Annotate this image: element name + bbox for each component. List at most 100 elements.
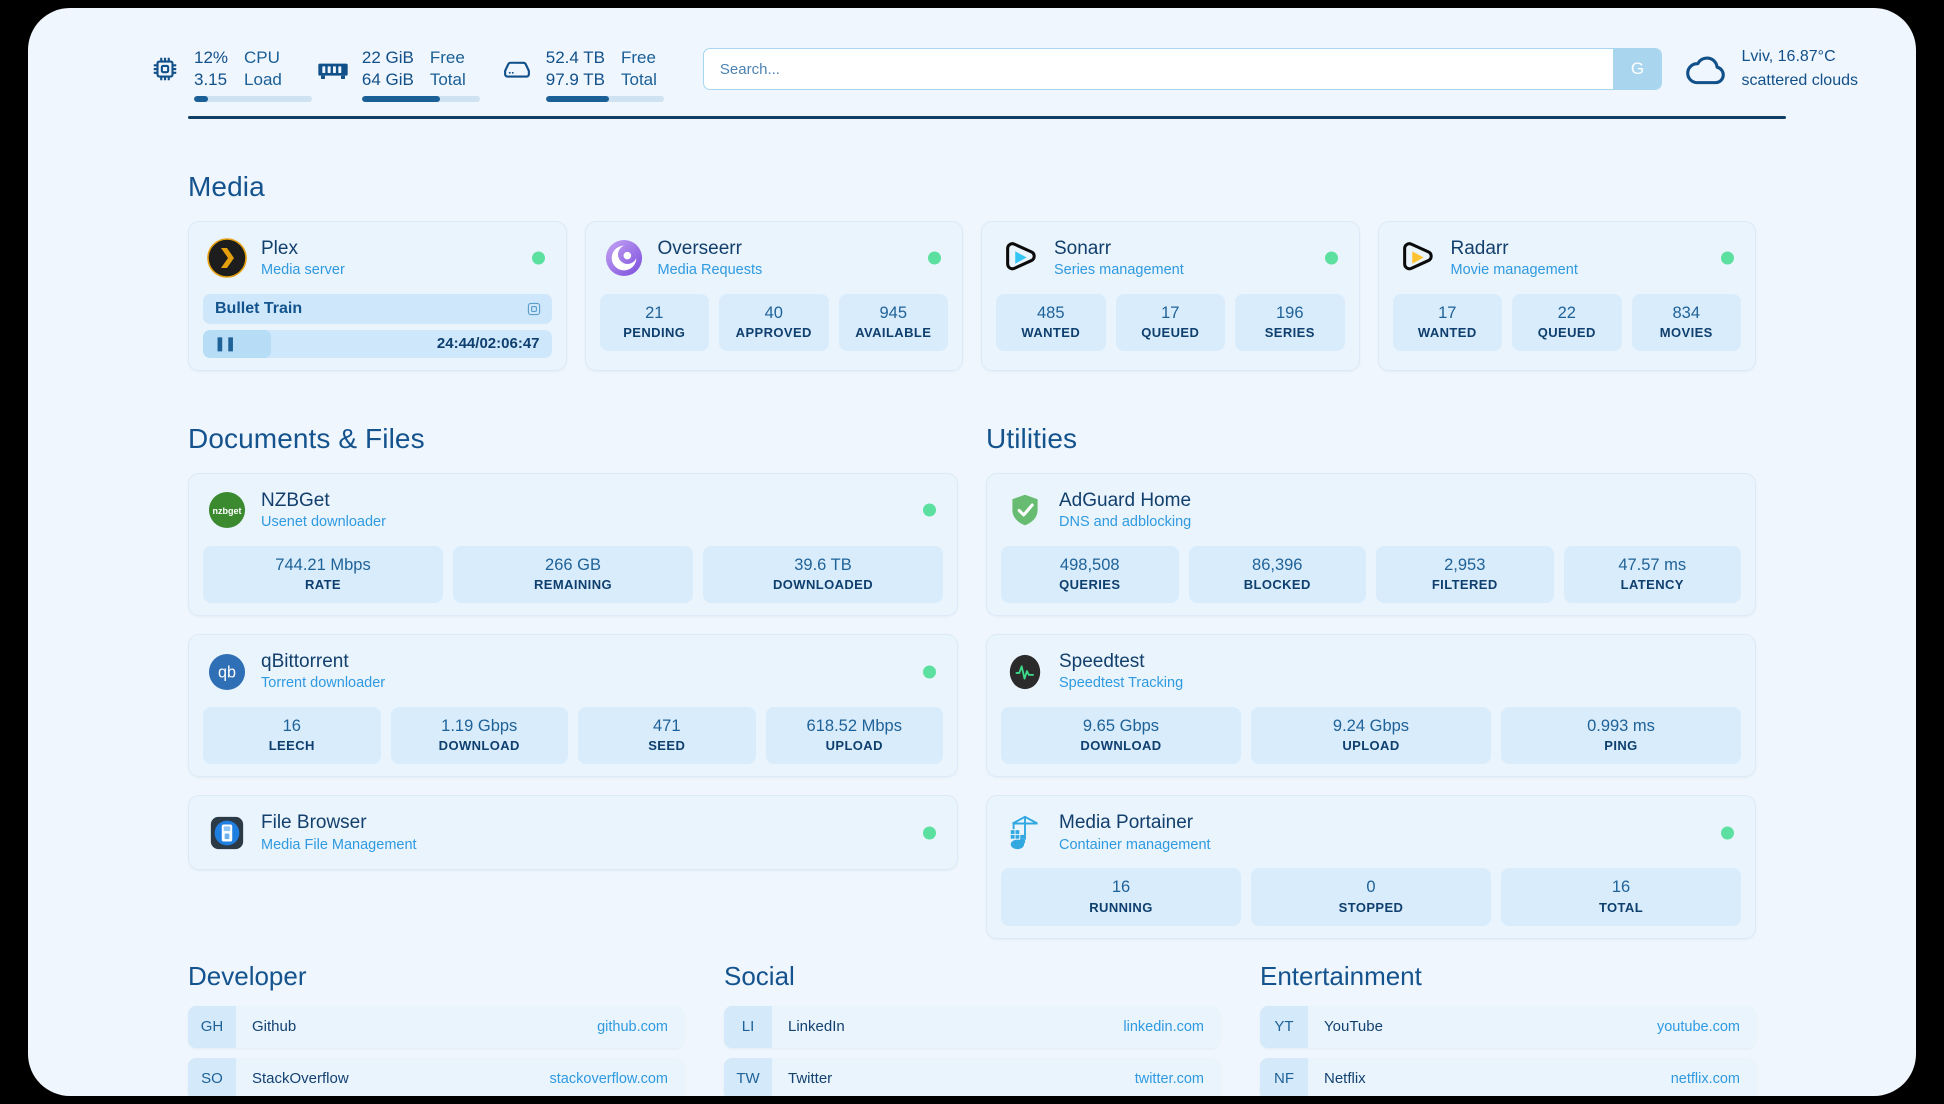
stat-tile[interactable]: 0 STOPPED [1251,868,1491,926]
memory-total-value: 64 GiB [361,70,414,89]
stat-tile[interactable]: 498,508 QUERIES [1001,545,1179,604]
search-box[interactable]: G [702,48,1663,90]
stat-tile[interactable]: 40 APPROVED [719,293,829,352]
elapsed-time: 24:44 [436,335,476,353]
service-card-overseerr[interactable]: Overseerr Media Requests 21 PENDING 40 A… [584,221,963,371]
stat-tile[interactable]: 618.52 Mbps UPLOAD [765,707,943,765]
stat-label: DOWNLOAD [438,738,520,754]
stat-tile[interactable]: 16 TOTAL [1501,868,1741,926]
card-header: AdGuard Home DNS and adblocking [1001,486,1741,535]
service-card-nzbget[interactable]: nzbget NZBGet Usenet downloader 74 [188,472,958,617]
svg-text:qb: qb [218,663,236,681]
bookmark-name: LinkedIn [788,1018,845,1036]
search-engine-button[interactable]: G [1613,49,1662,89]
service-card-media-portainer[interactable]: Media Portainer Container management 16 … [986,795,1756,939]
stat-tile[interactable]: 17 WANTED [1392,293,1502,352]
stat-tile[interactable]: 9.65 Gbps DOWNLOAD [1001,707,1241,765]
stat-tile[interactable]: 17 QUEUED [1115,293,1225,352]
documents-card-stack: nzbget NZBGet Usenet downloader 74 [188,472,958,871]
stat-tile[interactable]: 744.21 Mbps RATE [203,545,443,604]
stat-label: PENDING [623,325,686,341]
stat-label: TOTAL [1598,899,1644,915]
bookmark-abbr: NF [1260,1057,1308,1096]
bookmark-url: twitter.com [1134,1070,1204,1087]
service-name: Overseerr [657,238,742,259]
bookmark-item[interactable]: SO StackOverflow stackoverflow.com [188,1057,684,1096]
stat-tile[interactable]: 0.993 ms PING [1501,707,1741,765]
card-header: nzbget NZBGet Usenet downloader [203,486,943,535]
stat-tile[interactable]: 16 LEECH [203,707,381,765]
section-title-media: Media [188,171,265,202]
stat-label: FILTERED [1431,576,1498,592]
bookmarks-area: Developer GH Github github.com SO StackO… [188,961,1756,1096]
stat-label: BLOCKED [1243,576,1311,592]
service-card-adguard-home[interactable]: AdGuard Home DNS and adblocking 498,508 … [986,472,1756,617]
stat-tile[interactable]: 945 AVAILABLE [838,293,948,352]
stat-tile[interactable]: 47.57 ms LATENCY [1563,545,1741,604]
stat-row: 16 LEECH 1.19 Gbps DOWNLOAD 471 SEED [203,707,943,765]
disk-widget[interactable]: 52.4 TB 97.9 TB Free Total [500,47,664,103]
bookmark-item[interactable]: YT YouTube youtube.com [1260,1005,1756,1048]
service-card-speedtest[interactable]: Speedtest Speedtest Tracking 9.65 Gbps D… [986,634,1756,778]
now-playing-title-bar[interactable]: Bullet Train [203,293,552,324]
stat-label: UPLOAD [1342,738,1400,754]
bookmark-item[interactable]: NF Netflix netflix.com [1260,1057,1756,1096]
cpu-widget[interactable]: 12% 3.15 CPU Load [148,47,312,103]
pause-icon[interactable]: ❚❚ [214,335,236,352]
bookmark-item[interactable]: GH Github github.com [188,1005,684,1048]
stat-tile[interactable]: 9.24 Gbps UPLOAD [1251,707,1491,765]
service-subtitle: DNS and adblocking [1059,514,1192,531]
status-indicator-dot [923,826,936,840]
bookmark-item[interactable]: TW Twitter twitter.com [724,1057,1220,1096]
service-subtitle: Movie management [1450,262,1578,279]
stat-label: SERIES [1264,325,1315,341]
stat-value: 744.21 Mbps [275,555,371,574]
stat-row: 498,508 QUERIES 86,396 BLOCKED 2,953 FIL… [1001,545,1741,604]
search-input[interactable] [703,49,1614,89]
weather-text: Lviv, 16.87°C scattered clouds [1741,45,1858,93]
ram-icon [316,52,350,86]
stat-tile[interactable]: 39.6 TB DOWNLOADED [703,545,943,604]
stat-tile[interactable]: 485 WANTED [996,293,1106,352]
service-card-radarr[interactable]: Radarr Movie management 17 WANTED 22 QUE… [1377,221,1756,371]
progress-fill [203,329,271,358]
service-card-sonarr[interactable]: Sonarr Series management 485 WANTED 17 Q… [981,221,1360,371]
utilities-column: Utilities AdGuard Home [986,371,1756,939]
service-name: Sonarr [1054,238,1112,259]
card-meta: File Browser Media File Management [261,811,417,854]
now-playing-progress-bar[interactable]: ❚❚ 24:44/02:06:47 [203,329,552,358]
bookmark-item[interactable]: LI LinkedIn linkedin.com [724,1005,1220,1048]
card-meta: NZBGet Usenet downloader [261,489,386,532]
stat-tile[interactable]: 2,953 FILTERED [1376,545,1554,604]
stat-label: LEECH [268,738,315,754]
status-indicator-dot [928,251,941,265]
memory-widget[interactable]: 22 GiB 64 GiB Free Total [316,47,480,103]
bookmark-group-title: Developer [188,960,307,991]
stat-value: 196 [1275,303,1304,322]
service-name: Speedtest [1059,651,1145,673]
svg-text:nzbget: nzbget [212,506,241,516]
stat-tile[interactable]: 266 GB REMAINING [453,545,693,604]
service-card-plex[interactable]: Plex Media server Bullet Train [188,221,567,371]
stat-label: AVAILABLE [855,325,932,341]
section-title-documents: Documents & Files [188,422,425,454]
service-card-file-browser[interactable]: File Browser Media File Management [188,795,958,871]
stat-label: QUEUED [1537,325,1596,341]
stat-tile[interactable]: 196 SERIES [1235,293,1345,352]
bookmark-name: YouTube [1324,1018,1383,1036]
stat-tile[interactable]: 16 RUNNING [1001,868,1241,926]
stat-value: 2,953 [1444,555,1486,574]
weather-widget[interactable]: Lviv, 16.87°C scattered clouds [1684,45,1858,93]
card-header: Media Portainer Container management [1001,808,1741,857]
stat-value: 9.24 Gbps [1332,717,1410,736]
card-meta: Media Portainer Container management [1059,811,1211,854]
stat-tile[interactable]: 1.19 Gbps DOWNLOAD [390,707,568,765]
service-card-qbittorrent[interactable]: qb qBittorrent Torrent downloader [188,634,958,778]
stat-tile[interactable]: 471 SEED [578,707,756,765]
stat-tile[interactable]: 22 QUEUED [1512,293,1622,352]
stat-tile[interactable]: 834 MOVIES [1631,293,1741,352]
stat-tile[interactable]: 86,396 BLOCKED [1188,545,1366,604]
stat-tile[interactable]: 21 PENDING [599,293,709,352]
stat-label: APPROVED [735,325,812,341]
utilities-card-stack: AdGuard Home DNS and adblocking 498,508 … [986,472,1756,939]
